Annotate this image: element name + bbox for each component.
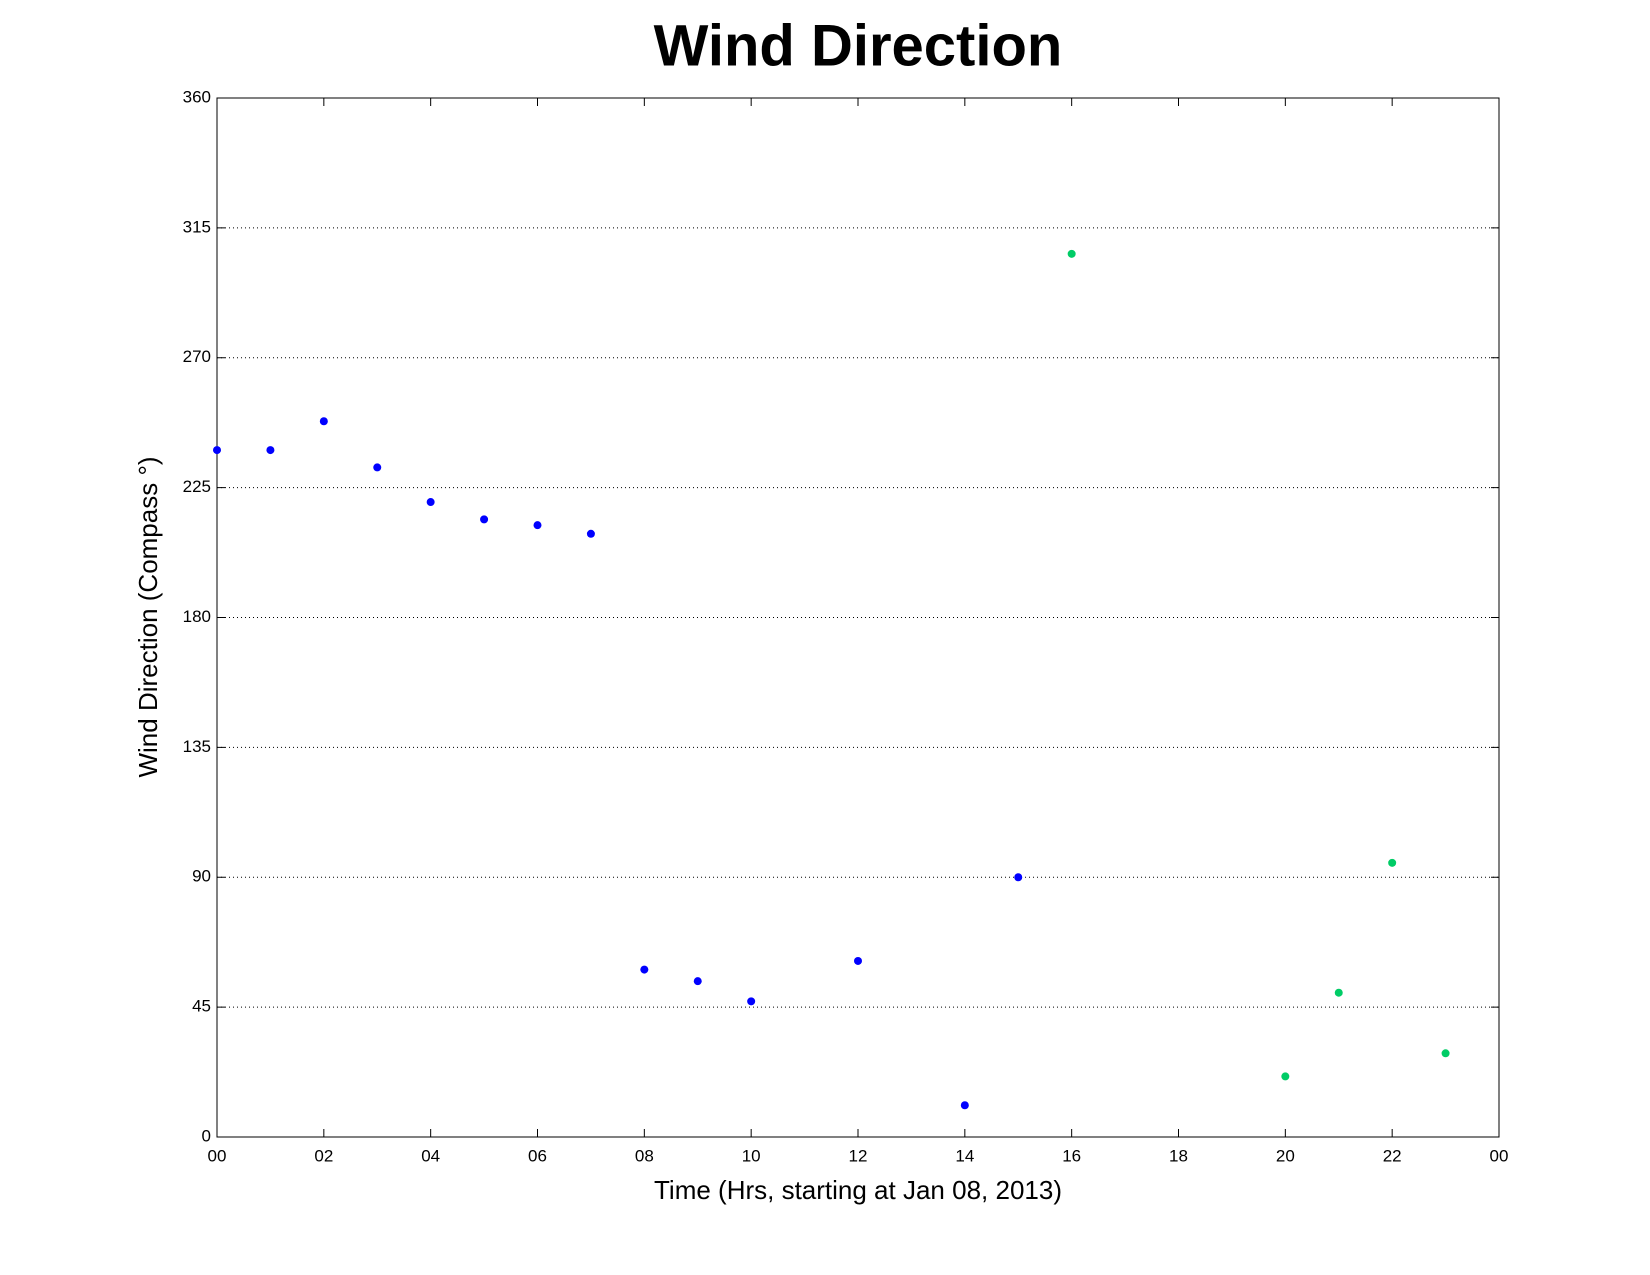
x-tick-label: 00 bbox=[208, 1146, 227, 1165]
y-tick-label: 315 bbox=[183, 217, 211, 236]
y-tick-label: 225 bbox=[183, 477, 211, 496]
y-tick-label: 135 bbox=[183, 737, 211, 756]
point bbox=[693, 977, 702, 986]
point bbox=[747, 997, 756, 1006]
point bbox=[586, 529, 595, 538]
y-tick-label: 0 bbox=[202, 1126, 211, 1145]
point bbox=[1014, 873, 1023, 882]
point bbox=[213, 446, 221, 455]
x-tick-label: 16 bbox=[1062, 1146, 1081, 1165]
x-tick-label: 14 bbox=[955, 1146, 974, 1165]
y-tick-label: 270 bbox=[183, 347, 211, 366]
point bbox=[1334, 988, 1343, 997]
point bbox=[373, 463, 382, 472]
point bbox=[319, 417, 328, 426]
x-tick-label: 22 bbox=[1383, 1146, 1402, 1165]
point bbox=[960, 1101, 969, 1110]
y-tick-label: 360 bbox=[183, 87, 211, 106]
x-tick-label: 06 bbox=[528, 1146, 547, 1165]
point bbox=[854, 956, 862, 965]
y-tick-label: 45 bbox=[192, 997, 211, 1016]
y-tick-label: 180 bbox=[183, 607, 211, 626]
point bbox=[480, 515, 489, 524]
point bbox=[266, 446, 275, 455]
x-tick-label: 08 bbox=[635, 1146, 654, 1165]
chart-title: Wind Direction bbox=[654, 13, 1063, 78]
y-tick-label: 90 bbox=[192, 867, 211, 886]
x-tick-label: 00 bbox=[1490, 1146, 1509, 1165]
point bbox=[1441, 1049, 1450, 1058]
point bbox=[1388, 858, 1397, 867]
point bbox=[1281, 1072, 1290, 1081]
point bbox=[426, 498, 435, 507]
x-tick-label: 10 bbox=[742, 1146, 761, 1165]
x-tick-label: 18 bbox=[1169, 1146, 1188, 1165]
x-tick-label: 12 bbox=[849, 1146, 868, 1165]
point bbox=[1067, 249, 1076, 258]
x-tick-label: 20 bbox=[1276, 1146, 1295, 1165]
point bbox=[533, 521, 542, 530]
y-axis-label: Wind Direction (Compass °) bbox=[133, 456, 163, 777]
point bbox=[640, 965, 649, 974]
x-tick-label: 02 bbox=[314, 1146, 333, 1165]
x-axis-label: Time (Hrs, starting at Jan 08, 2013) bbox=[654, 1175, 1062, 1205]
x-tick-label: 04 bbox=[421, 1146, 440, 1165]
